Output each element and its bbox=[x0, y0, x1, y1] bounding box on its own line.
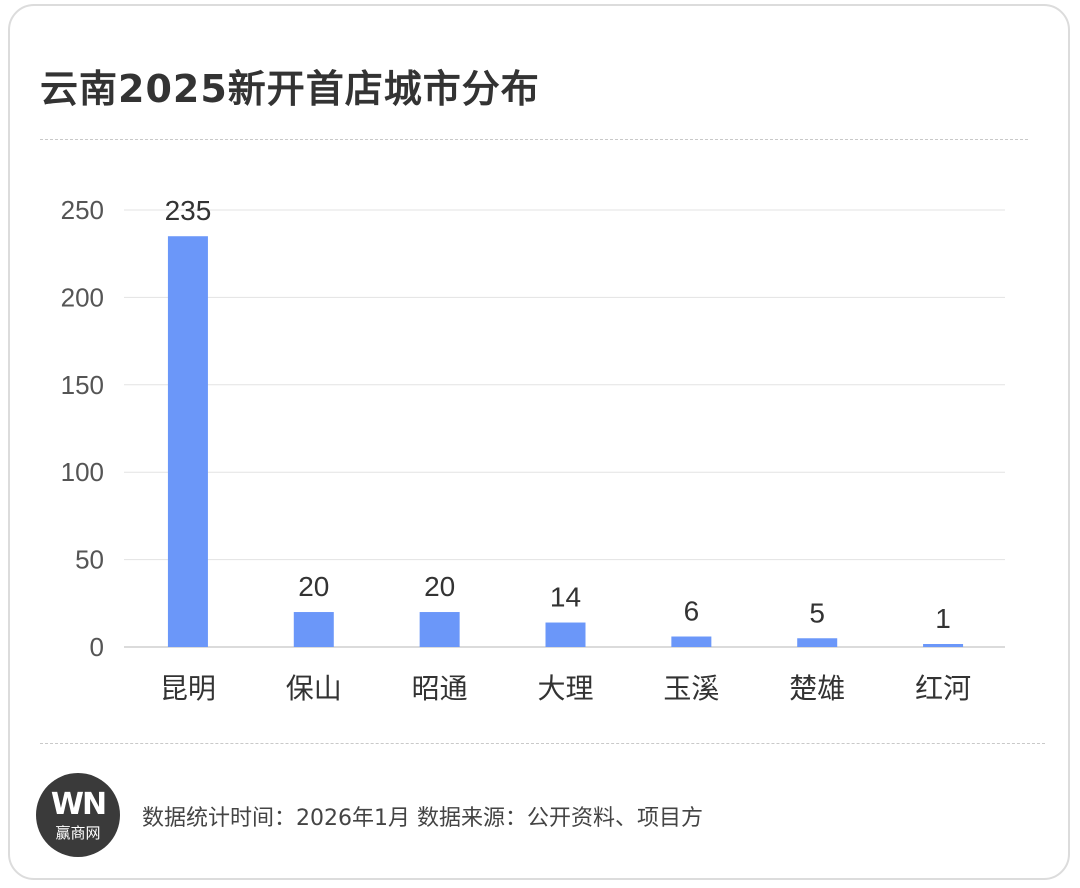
bar bbox=[545, 622, 586, 647]
bars bbox=[167, 236, 964, 647]
data-label: 20 bbox=[424, 571, 455, 602]
x-category-label: 红河 bbox=[915, 672, 971, 705]
bar bbox=[419, 612, 460, 647]
x-category-label: 昭通 bbox=[412, 672, 468, 705]
title-divider bbox=[40, 139, 1028, 140]
bar-chart: 0 50 100 150 200 250 235 20 20 14 6 5 1 昆明 保山 昭通 大理 玉溪 楚… bbox=[61, 195, 1005, 705]
brand-logo: WN 赢商网 bbox=[36, 773, 120, 857]
data-label: 5 bbox=[809, 597, 825, 628]
data-label: 20 bbox=[298, 571, 329, 602]
data-label: 1 bbox=[935, 603, 951, 634]
logo-text: 赢商网 bbox=[55, 824, 101, 842]
x-category-label: 昆明 bbox=[160, 672, 216, 705]
chart-title: 云南2025新开首店城市分布 bbox=[40, 67, 540, 111]
y-tick-label: 200 bbox=[61, 282, 104, 312]
x-category-label: 楚雄 bbox=[789, 672, 845, 705]
y-tick-label: 50 bbox=[75, 545, 104, 575]
logo-mark: WN bbox=[50, 787, 107, 822]
x-category-label: 保山 bbox=[286, 672, 342, 705]
x-category-label: 玉溪 bbox=[663, 672, 719, 705]
data-labels: 235 20 20 14 6 5 1 bbox=[165, 195, 951, 634]
data-label: 14 bbox=[550, 582, 581, 613]
y-tick-label: 250 bbox=[61, 195, 104, 225]
y-tick-label: 0 bbox=[90, 632, 104, 662]
bar bbox=[293, 612, 334, 647]
data-label: 6 bbox=[684, 596, 700, 627]
y-tick-label: 100 bbox=[61, 457, 104, 487]
x-category-label: 大理 bbox=[537, 672, 593, 705]
bar bbox=[923, 644, 964, 647]
grid-lines bbox=[124, 209, 1005, 648]
source-note: 数据统计时间：2026年1月 数据来源：公开资料、项目方 bbox=[142, 806, 703, 831]
x-axis-categories: 昆明 保山 昭通 大理 玉溪 楚雄 红河 bbox=[160, 672, 971, 705]
bar bbox=[797, 638, 838, 647]
bar bbox=[167, 236, 208, 647]
footer-divider bbox=[40, 743, 1045, 744]
bar bbox=[671, 636, 712, 647]
y-axis-ticks: 0 50 100 150 200 250 bbox=[61, 195, 104, 662]
data-label: 235 bbox=[165, 195, 212, 226]
y-tick-label: 150 bbox=[61, 370, 104, 400]
